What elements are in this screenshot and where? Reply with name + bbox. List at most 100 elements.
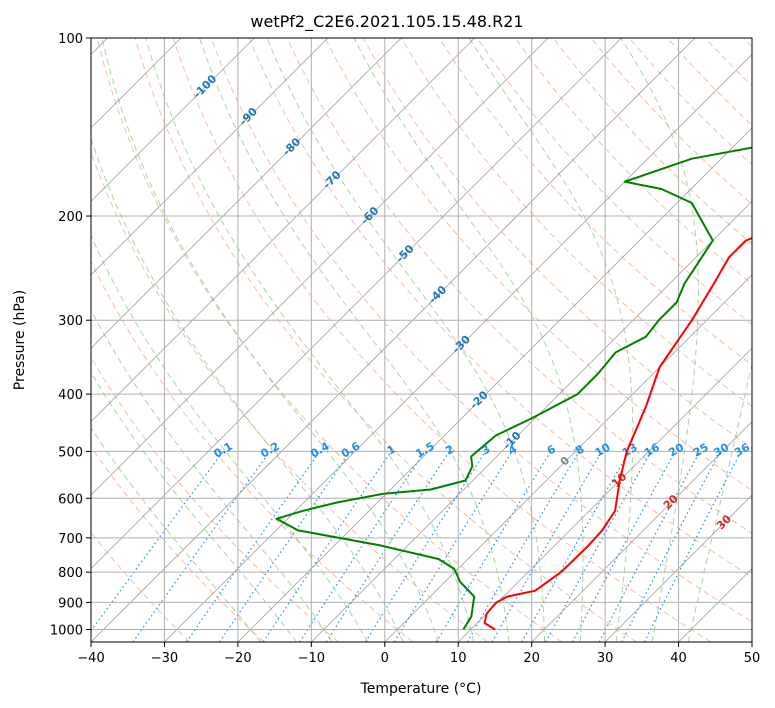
x-tick-label: −40 — [77, 651, 104, 666]
isotherm-label: -20 — [467, 388, 490, 411]
x-tick-label: 0 — [381, 651, 389, 666]
dry-adiabat — [134, 38, 637, 642]
pressure-gridlines — [91, 38, 752, 630]
dry-adiabat — [514, 38, 752, 285]
x-tick-label: 50 — [744, 651, 761, 666]
y-tick-label: 100 — [58, 32, 83, 47]
x-axis-label: Temperature (°C) — [360, 681, 482, 697]
mixing-ratio-label: 1 — [385, 443, 398, 458]
y-tick-label: 900 — [58, 596, 83, 611]
mixing-ratio-label: 36 — [732, 440, 752, 459]
mixing-ratio-line — [91, 451, 224, 632]
y-tick-label: 1000 — [50, 623, 83, 638]
mixing-ratio-line — [262, 451, 392, 642]
mixing-ratio-label: 0.6 — [339, 439, 363, 460]
dry-adiabat — [628, 38, 752, 166]
isotherm — [91, 38, 255, 202]
mixing-ratio-line — [643, 451, 742, 642]
isotherm-label: 20 — [661, 492, 681, 512]
isotherm — [311, 200, 752, 642]
plot-frame — [90, 37, 753, 643]
mixing-ratio-label: 30 — [712, 440, 732, 459]
dry-adiabat — [172, 38, 712, 642]
moist-adiabat — [266, 38, 546, 642]
isotherm — [457, 347, 752, 642]
dry-adiabats — [91, 38, 752, 642]
temperature-line — [483, 237, 752, 631]
mixing-ratio-line — [393, 451, 513, 642]
isotherm — [237, 127, 752, 642]
y-tick-label: 700 — [58, 532, 83, 547]
moist-adiabat — [620, 38, 699, 642]
mixing-ratio-label: 10 — [593, 440, 613, 459]
mixing-ratio-line — [435, 451, 552, 642]
mixing-ratio-label: 4 — [506, 442, 519, 457]
x-axis-ticks: −40 −30 −20 −10 0 10 20 30 40 50 — [77, 642, 760, 666]
dry-adiabat — [91, 260, 414, 642]
isotherms — [91, 38, 752, 642]
y-tick-label: 300 — [58, 314, 83, 329]
mixing-ratio-line — [466, 451, 580, 642]
dry-adiabat — [666, 38, 752, 127]
isotherm-label: -80 — [280, 135, 303, 158]
chart-title: wetPf2_C2E6.2021.105.15.48.R21 — [250, 12, 523, 32]
mixing-ratio-label: 25 — [691, 441, 711, 460]
y-tick-label: 400 — [58, 388, 83, 403]
dry-adiabat — [91, 151, 488, 642]
mixing-ratio-labels: 0.1 0.2 0.4 0.6 1 1.5 2 3 4 6 8 10 13 16 20 25 30 36 — [212, 439, 752, 461]
moist-adiabat — [353, 38, 584, 642]
y-axis-label: Pressure (hPa) — [12, 290, 28, 390]
isotherm — [91, 38, 549, 496]
y-tick-label: 500 — [58, 445, 83, 460]
moist-adiabat — [91, 234, 369, 642]
moist-adiabat — [91, 427, 262, 642]
y-tick-label: 600 — [58, 492, 83, 507]
isotherm-label: -70 — [320, 168, 343, 191]
isotherm — [91, 38, 696, 642]
y-axis-ticks: 100 200 300 400 500 600 700 800 900 1000 — [50, 32, 91, 638]
dry-adiabat — [590, 38, 752, 205]
mixing-ratio-line — [219, 451, 352, 642]
mixing-ratio-line — [325, 451, 450, 642]
dry-adiabat — [552, 38, 752, 245]
moist-adiabat — [145, 38, 475, 642]
mixing-ratio-label: 16 — [642, 440, 662, 459]
isotherm-label: -50 — [393, 242, 416, 265]
isotherm — [751, 641, 752, 642]
isotherm-label: 40 — [765, 535, 775, 555]
isotherm — [91, 38, 475, 423]
isotherm — [91, 38, 402, 349]
mixing-ratio-line — [571, 451, 676, 642]
x-tick-label: −20 — [224, 651, 251, 666]
moist-adiabat — [468, 38, 634, 642]
x-tick-label: 30 — [597, 651, 614, 666]
mixing-ratio-label: 8 — [573, 443, 586, 458]
dry-adiabat — [286, 38, 752, 535]
x-tick-label: 40 — [670, 651, 687, 666]
isotherm-label: -100 — [191, 72, 220, 101]
isotherm — [164, 53, 752, 642]
isotherm — [91, 38, 622, 570]
mixing-ratio-line — [186, 451, 321, 642]
mixing-ratio-lines — [91, 451, 742, 642]
temperature-gridlines — [91, 38, 752, 642]
moist-adiabat — [101, 38, 439, 642]
y-tick-label: 200 — [58, 210, 83, 225]
mixing-ratio-label: 0.1 — [212, 440, 235, 461]
moist-adiabat — [91, 371, 298, 642]
moist-adiabats — [91, 38, 752, 642]
dry-adiabat — [210, 38, 752, 623]
x-tick-label: 20 — [523, 651, 540, 666]
dry-adiabat — [438, 38, 752, 366]
isotherm — [91, 38, 329, 276]
isotherm — [384, 274, 752, 642]
dry-adiabat — [704, 38, 752, 87]
dry-adiabat — [91, 356, 339, 642]
isotherm — [531, 421, 752, 642]
dry-adiabat — [324, 38, 752, 492]
dry-adiabat — [91, 446, 265, 642]
mixing-ratio-label: 6 — [545, 442, 558, 457]
isotherm-label: -40 — [426, 283, 449, 306]
mixing-ratio-label: 20 — [666, 440, 686, 459]
